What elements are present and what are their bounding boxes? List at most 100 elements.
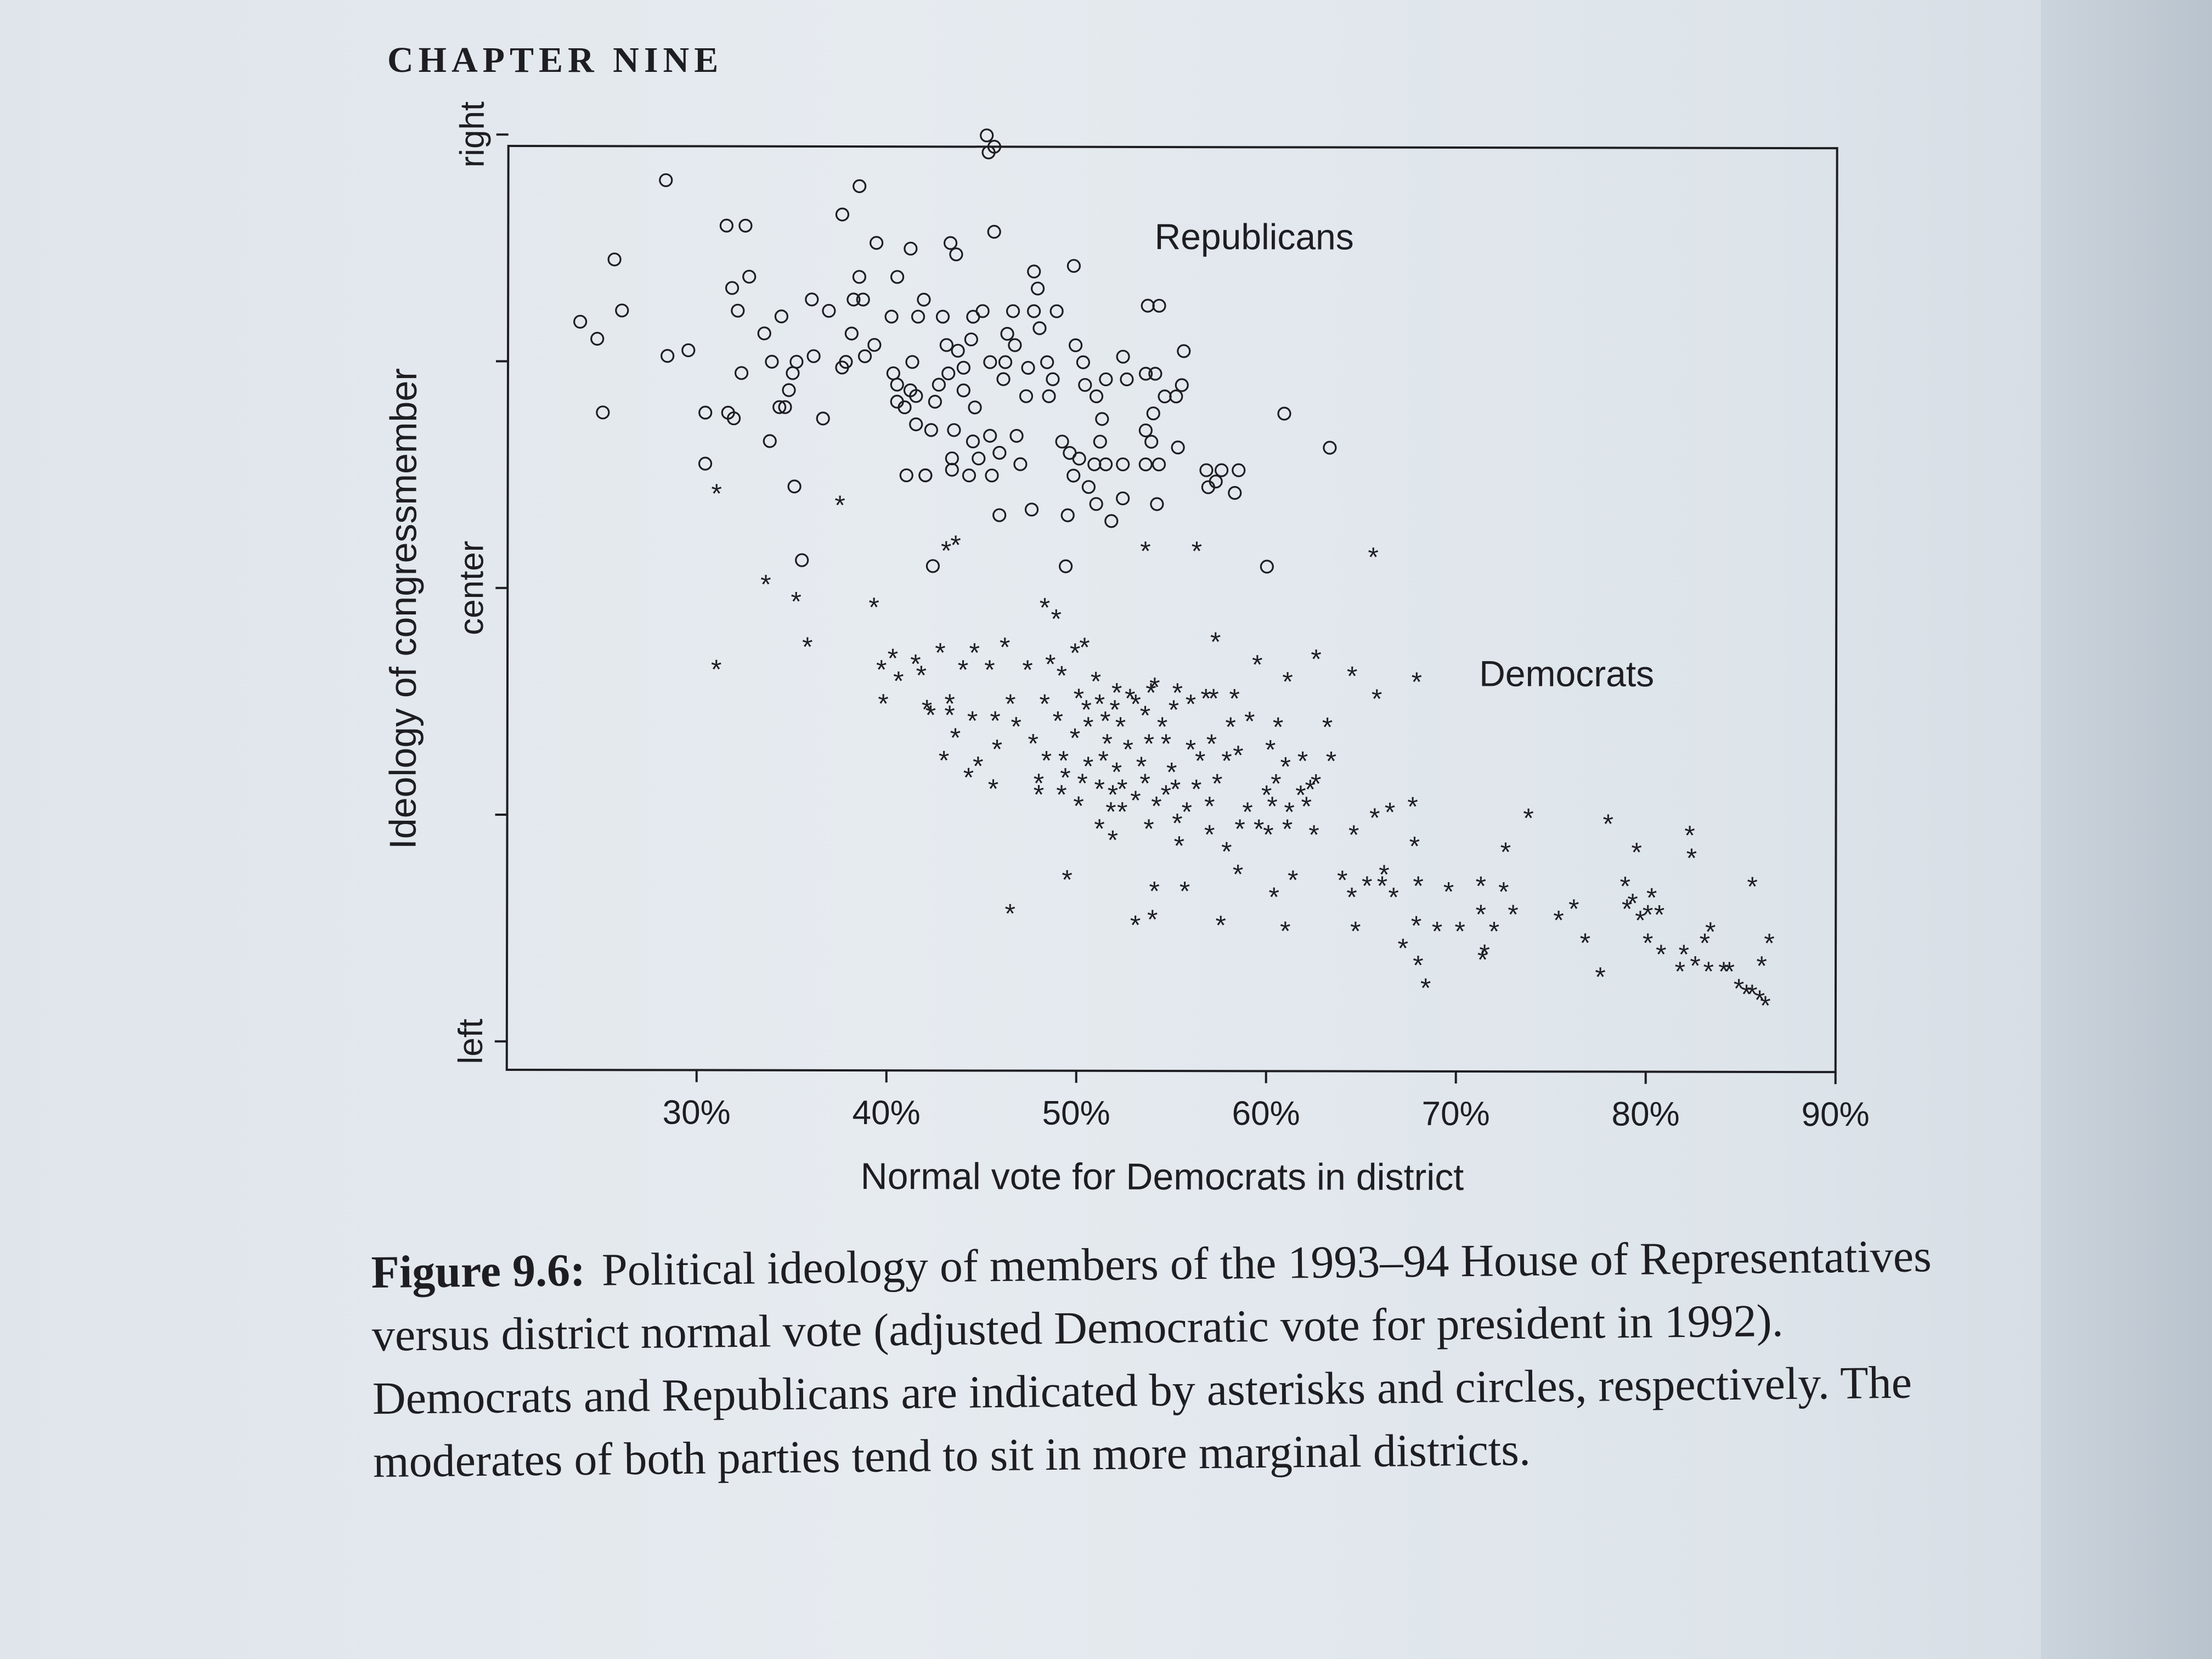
democrat-point: * [1143,729,1154,759]
democrat-point: * [760,569,771,600]
democrat-point: * [802,631,813,662]
democrat-point: * [1151,791,1162,821]
x-tick-label: 80% [1611,1095,1679,1133]
democrat-point: * [1369,803,1380,833]
republican-point [975,304,990,318]
republican-point [945,462,959,477]
republican-point [731,303,745,318]
democrat-point: * [1170,774,1181,804]
democrat-point: * [1130,910,1141,940]
republican-point [1076,355,1090,369]
democrat-point: * [922,694,933,725]
republican-point [1072,452,1086,466]
republican-point [1098,457,1113,472]
democrat-point: * [1271,768,1282,799]
plot-frame [505,144,1838,1074]
democrat-point: * [939,745,950,776]
democrat-point: * [1091,666,1102,697]
republican-point [1232,463,1246,477]
democrat-point: * [1244,706,1255,737]
democrat-point: * [1705,916,1716,947]
x-tick-label: 70% [1421,1095,1489,1133]
democrat-point: * [1675,956,1686,987]
republican-point [867,338,882,352]
republican-point [778,400,792,414]
democrat-point: * [1229,683,1240,714]
democrat-point: * [1117,797,1128,827]
democrat-point: * [1337,865,1348,895]
democrat-point: * [1643,899,1654,930]
democrat-point: * [1070,637,1081,668]
republican-point [1032,321,1047,335]
republican-point [905,355,919,369]
democrat-point: * [988,774,999,804]
democrat-point: * [1627,888,1638,919]
democrat-point: * [1143,814,1154,844]
democrat-point: * [1718,956,1729,987]
democrat-point: * [1261,780,1272,810]
democrat-point: * [967,706,978,736]
democrat-point: * [973,751,984,782]
republican-point [951,343,965,358]
democrat-point: * [1060,762,1071,793]
republican-point [1150,497,1164,511]
republican-point [573,314,588,329]
democrat-point: * [1273,712,1284,742]
democrat-point: * [1523,803,1534,833]
democrat-point: * [1411,910,1422,941]
democrat-point: * [1181,797,1192,827]
republican-point [985,469,999,483]
democrat-point: * [1117,774,1128,804]
democrat-point: * [1161,729,1172,759]
democrat-point: * [1295,780,1306,810]
republican-point [932,377,946,392]
republican-point [870,236,884,250]
democrat-point: * [1734,973,1745,1004]
republican-point [1000,326,1014,341]
y-tick-label: right [454,101,492,168]
democrat-point: * [1700,928,1711,958]
democrat-point: * [1301,791,1312,822]
republican-point [1066,469,1081,483]
democrat-point: * [1169,695,1180,725]
democrat-point: * [1073,791,1084,821]
republican-point [917,292,931,307]
republican-point [1116,491,1130,506]
democrat-point: * [1077,768,1088,799]
republican-point [1009,428,1024,443]
republican-point [698,456,713,471]
democrat-point: * [1200,683,1211,714]
republican-point [857,349,872,363]
democrat-point: * [834,490,845,521]
republican-point [661,349,675,363]
democrat-point: * [1311,769,1322,799]
republican-point [835,207,850,222]
republican-point [949,247,963,262]
democrat-point: * [1703,956,1714,987]
democrat-point: * [1011,711,1022,742]
democrat-point: * [1034,768,1045,799]
x-tick-label: 90% [1801,1096,1869,1133]
page-edge-shadow [2041,0,2212,1659]
democrat-point: * [1204,819,1215,850]
republican-point [742,269,757,284]
democrat-point: * [1679,939,1690,970]
democrat-point: * [1288,865,1299,895]
x-tick-label: 60% [1232,1094,1300,1132]
democrat-point: * [1479,939,1490,969]
democrat-point: * [1724,956,1735,987]
democrat-point: * [1267,791,1278,822]
democrat-point: * [1498,877,1509,907]
republican-point [987,224,1001,239]
democrat-point: * [1041,745,1052,776]
democrat-point: * [1215,910,1226,941]
republican-point [1042,389,1056,403]
democrat-point: * [1149,876,1160,906]
republican-point [1030,281,1045,296]
democrat-point: * [1040,592,1051,623]
republican-point [853,179,867,193]
democrat-point: * [1107,825,1118,855]
republican-point [1066,259,1081,273]
republican-point [1158,390,1172,404]
democrat-point: * [1263,819,1274,850]
